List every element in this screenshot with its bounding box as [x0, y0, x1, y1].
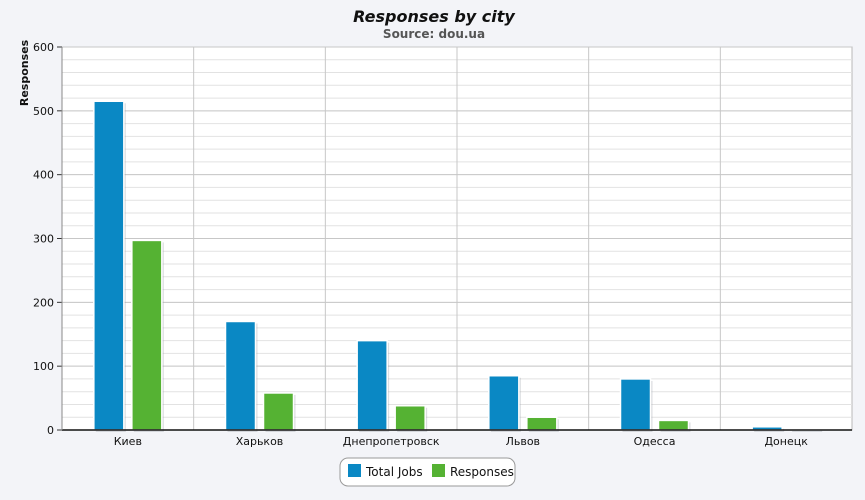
bars — [93, 100, 823, 432]
bar-total-jobs[interactable] — [619, 378, 652, 431]
legend-swatch-responses — [432, 464, 445, 477]
legend-box — [339, 457, 516, 487]
y-tick-label: 200 — [33, 296, 54, 309]
bar-responses[interactable] — [657, 419, 690, 431]
bar-total-jobs[interactable] — [93, 100, 125, 431]
legend-label-total-jobs[interactable]: Total Jobs — [365, 465, 423, 479]
bar-total-jobs[interactable] — [356, 339, 388, 431]
bar-responses[interactable] — [394, 404, 426, 431]
chart-title: Responses by city — [353, 7, 515, 26]
x-tick-label: Днепропетровск — [343, 435, 440, 448]
y-tick-label: 500 — [33, 105, 54, 118]
x-tick-label: Донецк — [764, 435, 808, 448]
y-tick-label: 300 — [33, 233, 54, 246]
y-tick-label: 400 — [33, 169, 54, 182]
bar-shadow — [792, 430, 823, 432]
y-axis-label: Responses — [18, 39, 31, 106]
legend-label-responses[interactable]: Responses — [450, 465, 514, 479]
x-tick-label: Одесса — [634, 435, 676, 448]
bar-responses[interactable] — [131, 239, 163, 431]
x-tick-label: Харьков — [236, 435, 284, 448]
y-axis-ticks: 0 100 200 300 400 500 600 — [33, 41, 62, 437]
chart-subtitle: Source: dou.ua — [383, 27, 485, 41]
x-axis-ticks: Киев Харьков Днепропетровск Львов Одесса Доне… — [114, 435, 809, 448]
bar-responses[interactable] — [262, 392, 295, 431]
legend-swatch-total-jobs — [348, 464, 361, 477]
bar-total-jobs[interactable] — [224, 320, 257, 431]
y-tick-label: 0 — [47, 424, 54, 437]
x-tick-label: Киев — [114, 435, 142, 448]
major-grid — [62, 46, 852, 431]
bar-responses[interactable] — [526, 416, 558, 431]
y-tick-label: 100 — [33, 360, 54, 373]
bar-total-jobs[interactable] — [488, 374, 520, 431]
x-tick-label: Львов — [506, 435, 540, 448]
legend[interactable]: Total Jobs Responses — [339, 457, 516, 487]
y-tick-label: 600 — [33, 41, 54, 54]
